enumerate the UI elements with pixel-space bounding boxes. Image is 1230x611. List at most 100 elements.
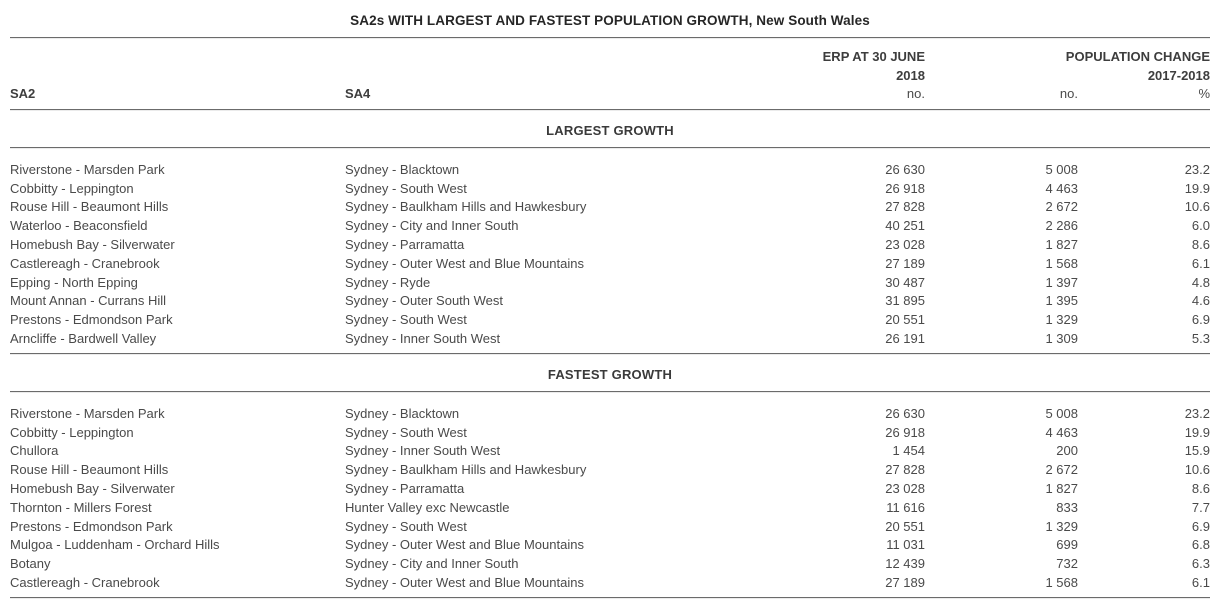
sa4-cell: Sydney - Blacktown bbox=[345, 161, 460, 177]
erp-cell: 12 439 bbox=[885, 556, 925, 572]
erp-cell: 20 551 bbox=[885, 312, 925, 328]
change-no-cell: 833 bbox=[1056, 499, 1078, 515]
sa2-cell: Castlereagh - Cranebrook bbox=[10, 574, 160, 590]
table-row: Cobbitty - Leppington Sydney - South Wes… bbox=[10, 424, 1210, 443]
divider-table-bottom bbox=[10, 596, 1210, 599]
sa4-cell: Sydney - Inner South West bbox=[345, 443, 501, 459]
sa2-cell: Mount Annan - Currans Hill bbox=[10, 293, 167, 309]
table-row: Chullora Sydney - Inner South West 1 454… bbox=[10, 442, 1210, 461]
erp-cell: 26 918 bbox=[885, 180, 925, 196]
erp-cell: 27 189 bbox=[885, 255, 925, 271]
table-row: Cobbitty - Leppington Sydney - South Wes… bbox=[10, 180, 1210, 199]
table-row: Rouse Hill - Beaumont Hills Sydney - Bau… bbox=[10, 198, 1210, 217]
table-row: Rouse Hill - Beaumont Hills Sydney - Bau… bbox=[10, 461, 1210, 480]
change-no-cell: 200 bbox=[1056, 443, 1078, 459]
table-row: Thornton - Millers Forest Hunter Valley … bbox=[10, 499, 1210, 518]
sa4-cell: Sydney - South West bbox=[345, 180, 467, 196]
change-no-cell: 699 bbox=[1056, 537, 1078, 553]
change-pct-cell: 19.9 bbox=[1184, 180, 1210, 196]
sa2-cell: Riverstone - Marsden Park bbox=[10, 161, 165, 177]
table-row: Prestons - Edmondson Park Sydney - South… bbox=[10, 518, 1210, 537]
sa2-cell: Chullora bbox=[10, 443, 59, 459]
divider-under-column-header bbox=[10, 108, 1210, 111]
table-row: Riverstone - Marsden Park Sydney - Black… bbox=[10, 161, 1210, 180]
sa4-cell: Sydney - Parramatta bbox=[345, 480, 465, 496]
change-pct-cell: 10.6 bbox=[1184, 199, 1210, 215]
table-row: Riverstone - Marsden Park Sydney - Black… bbox=[10, 405, 1210, 424]
sa2-cell: Homebush Bay - Silverwater bbox=[10, 236, 175, 252]
sa4-cell: Sydney - Outer West and Blue Mountains bbox=[345, 537, 584, 553]
sa2-cell: Cobbitty - Leppington bbox=[10, 180, 134, 196]
erp-cell: 26 630 bbox=[885, 161, 925, 177]
table-row: Botany Sydney - City and Inner South 12 … bbox=[10, 555, 1210, 574]
sa2-cell: Castlereagh - Cranebrook bbox=[10, 255, 160, 271]
table-row: Homebush Bay - Silverwater Sydney - Parr… bbox=[10, 236, 1210, 255]
change-pct-cell: 4.8 bbox=[1191, 274, 1210, 290]
change-no-cell: 4 463 bbox=[1045, 424, 1078, 440]
erp-cell: 26 918 bbox=[885, 424, 925, 440]
table-row: Mulgoa - Luddenham - Orchard Hills Sydne… bbox=[10, 536, 1210, 555]
table-row: Castlereagh - Cranebrook Sydney - Outer … bbox=[10, 574, 1210, 593]
section-largest-growth: LARGEST GROWTH Riverstone - Marsden Park… bbox=[10, 111, 1210, 353]
change-no-cell: 2 286 bbox=[1045, 218, 1078, 234]
sa2-cell: Botany bbox=[10, 556, 51, 572]
change-pct-cell: 6.8 bbox=[1191, 537, 1210, 553]
sa4-cell: Sydney - Outer South West bbox=[345, 293, 503, 309]
sa4-cell: Sydney - Parramatta bbox=[345, 236, 465, 252]
section-heading: LARGEST GROWTH bbox=[546, 122, 674, 138]
sa2-cell: Prestons - Edmondson Park bbox=[10, 518, 173, 534]
sa2-cell: Cobbitty - Leppington bbox=[10, 424, 134, 440]
change-no-cell: 2 672 bbox=[1045, 199, 1078, 215]
sa4-cell: Sydney - Outer West and Blue Mountains bbox=[345, 574, 584, 590]
sa2-cell: Thornton - Millers Forest bbox=[10, 499, 152, 515]
column-header-erp-line1: ERP AT 30 JUNE bbox=[822, 49, 925, 64]
erp-cell: 27 189 bbox=[885, 574, 925, 590]
sa4-cell: Sydney - City and Inner South bbox=[345, 556, 519, 572]
section-rows: Riverstone - Marsden Park Sydney - Black… bbox=[10, 393, 1210, 597]
divider-under-title bbox=[10, 37, 1210, 39]
erp-cell: 27 828 bbox=[885, 462, 925, 478]
change-pct-cell: 5.3 bbox=[1191, 330, 1210, 346]
sa4-cell: Sydney - Baulkham Hills and Hawkesbury bbox=[345, 199, 587, 215]
sa2-cell: Rouse Hill - Beaumont Hills bbox=[10, 462, 169, 478]
sa4-cell: Sydney - Ryde bbox=[345, 274, 431, 290]
section-fastest-growth: FASTEST GROWTH Riverstone - Marsden Park… bbox=[10, 355, 1210, 597]
change-pct-cell: 6.9 bbox=[1191, 518, 1210, 534]
section-rows: Riverstone - Marsden Park Sydney - Black… bbox=[10, 149, 1210, 353]
change-pct-cell: 6.1 bbox=[1191, 574, 1210, 590]
change-pct-cell: 6.0 bbox=[1191, 218, 1210, 234]
table-row: Homebush Bay - Silverwater Sydney - Parr… bbox=[10, 480, 1210, 499]
table-row: Prestons - Edmondson Park Sydney - South… bbox=[10, 311, 1210, 330]
erp-cell: 23 028 bbox=[885, 236, 925, 252]
column-header-sa2: SA2 bbox=[10, 86, 36, 102]
sa2-cell: Arncliffe - Bardwell Valley bbox=[10, 330, 157, 346]
erp-cell: 20 551 bbox=[885, 518, 925, 534]
erp-cell: 23 028 bbox=[885, 480, 925, 496]
divider-under-section-heading bbox=[10, 390, 1210, 393]
change-no-cell: 1 329 bbox=[1045, 312, 1078, 328]
change-pct-cell: 19.9 bbox=[1184, 424, 1210, 440]
change-pct-cell: 6.3 bbox=[1191, 556, 1210, 572]
sa4-cell: Hunter Valley exc Newcastle bbox=[345, 499, 510, 515]
sa4-cell: Sydney - Outer West and Blue Mountains bbox=[345, 255, 584, 271]
erp-cell: 1 454 bbox=[892, 443, 925, 459]
sa2-cell: Rouse Hill - Beaumont Hills bbox=[10, 199, 169, 215]
table-row: Waterloo - Beaconsfield Sydney - City an… bbox=[10, 217, 1210, 236]
sa4-cell: Sydney - South West bbox=[345, 518, 467, 534]
change-pct-cell: 4.6 bbox=[1191, 293, 1210, 309]
erp-cell: 11 031 bbox=[886, 537, 925, 553]
column-header-erp-line2: 2018 bbox=[896, 67, 925, 83]
change-no-cell: 1 329 bbox=[1045, 518, 1078, 534]
erp-cell: 11 616 bbox=[886, 499, 925, 515]
column-header: ERP AT 30 JUNE POPULATION CHANGE 2018 20… bbox=[10, 48, 1210, 104]
column-header-change-pct-unit: % bbox=[1198, 86, 1210, 102]
change-pct-cell: 8.6 bbox=[1191, 480, 1210, 496]
change-pct-cell: 6.1 bbox=[1191, 255, 1210, 271]
sa4-cell: Sydney - Blacktown bbox=[345, 405, 460, 421]
change-no-cell: 4 463 bbox=[1045, 180, 1078, 196]
section-heading: FASTEST GROWTH bbox=[547, 366, 673, 382]
sa2-cell: Waterloo - Beaconsfield bbox=[10, 218, 148, 234]
change-pct-cell: 10.6 bbox=[1184, 462, 1210, 478]
erp-cell: 27 828 bbox=[885, 199, 925, 215]
